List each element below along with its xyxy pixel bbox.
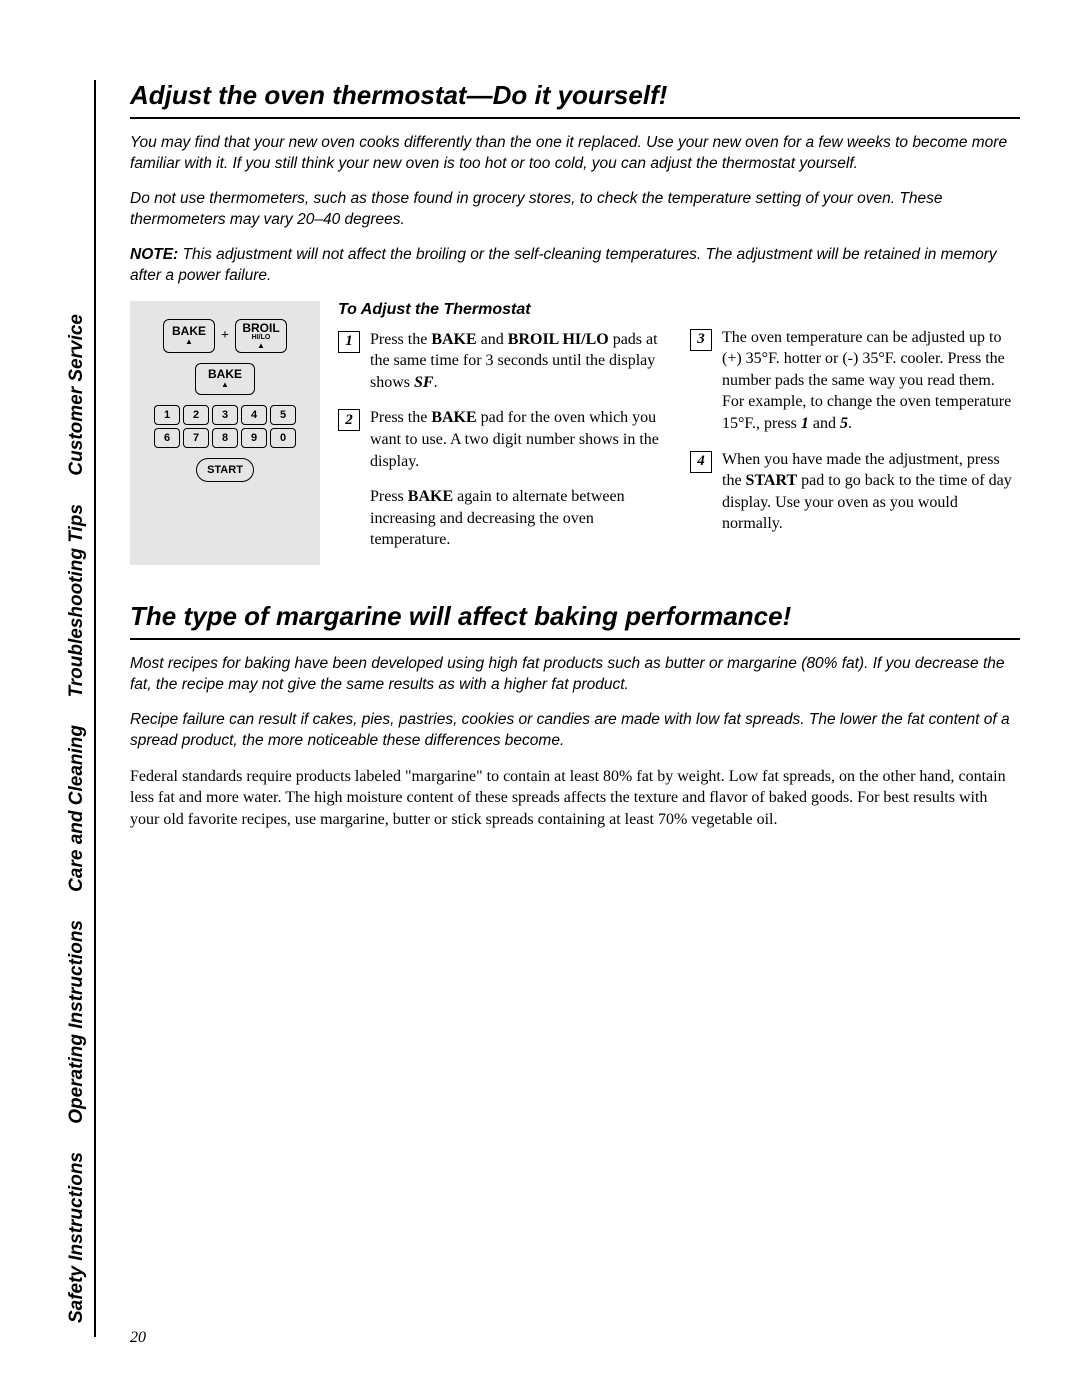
num-pad: 6 bbox=[154, 428, 180, 448]
adjust-row: BAKE ▲ + BROIL HI/LO ▲ BAKE ▲ 1 2 3 4 5 bbox=[130, 301, 1020, 565]
sidebar-item-customer-service: Customer Service bbox=[66, 314, 88, 476]
step-1-text: Press the BAKE and BROIL HI/LO pads at t… bbox=[370, 329, 668, 394]
note-text: This adjustment will not affect the broi… bbox=[130, 246, 997, 284]
num-pad: 2 bbox=[183, 405, 209, 425]
step-4: 4 When you have made the adjustment, pre… bbox=[690, 449, 1020, 535]
bake-label: BAKE bbox=[172, 325, 206, 338]
num-pad: 5 bbox=[270, 405, 296, 425]
section2-rule bbox=[130, 638, 1020, 640]
control-panel-illustration: BAKE ▲ + BROIL HI/LO ▲ BAKE ▲ 1 2 3 4 5 bbox=[130, 301, 320, 565]
section1-title: Adjust the oven thermostat—Do it yoursel… bbox=[130, 80, 1020, 111]
broil-label: BROIL bbox=[242, 322, 279, 335]
steps-col-right: 3 The oven temperature can be adjusted u… bbox=[690, 301, 1020, 565]
step-number-box: 1 bbox=[338, 331, 360, 353]
num-pad: 0 bbox=[270, 428, 296, 448]
section2-para1: Most recipes for baking have been develo… bbox=[130, 654, 1020, 696]
section2-para3: Federal standards require products label… bbox=[130, 766, 1020, 831]
plus-symbol: + bbox=[221, 328, 229, 344]
step-2-text: Press the BAKE pad for the oven which yo… bbox=[370, 407, 668, 472]
bake-pad: BAKE ▲ bbox=[163, 319, 215, 353]
num-pad: 1 bbox=[154, 405, 180, 425]
page-number: 20 bbox=[130, 1329, 146, 1347]
page-content: Adjust the oven thermostat—Do it yoursel… bbox=[130, 80, 1020, 844]
sidebar-tabs: Customer Service Troubleshooting Tips Ca… bbox=[60, 80, 96, 1337]
step-4-text: When you have made the adjustment, press… bbox=[722, 449, 1020, 535]
num-pad: 3 bbox=[212, 405, 238, 425]
step-number-box: 2 bbox=[338, 409, 360, 431]
sidebar-item-care-cleaning: Care and Cleaning bbox=[66, 725, 88, 892]
step-number-box: 4 bbox=[690, 451, 712, 473]
number-grid: 1 2 3 4 5 6 7 8 9 0 bbox=[154, 405, 296, 448]
num-pad: 8 bbox=[212, 428, 238, 448]
up-triangle-icon: ▲ bbox=[257, 342, 265, 350]
step-3: 3 The oven temperature can be adjusted u… bbox=[690, 327, 1020, 435]
pad-row-top: BAKE ▲ + BROIL HI/LO ▲ bbox=[163, 319, 287, 353]
section1-note: NOTE: This adjustment will not affect th… bbox=[130, 245, 1020, 287]
section1-para1: You may find that your new oven cooks di… bbox=[130, 133, 1020, 175]
step-2-continuation: Press BAKE again to alternate between in… bbox=[370, 486, 668, 551]
num-pad: 7 bbox=[183, 428, 209, 448]
sidebar-item-troubleshooting: Troubleshooting Tips bbox=[66, 504, 88, 698]
up-triangle-icon: ▲ bbox=[185, 338, 193, 346]
note-label: NOTE: bbox=[130, 246, 178, 263]
step-2: 2 Press the BAKE pad for the oven which … bbox=[338, 407, 668, 472]
section1-rule bbox=[130, 117, 1020, 119]
broil-pad: BROIL HI/LO ▲ bbox=[235, 319, 287, 353]
step-1: 1 Press the BAKE and BROIL HI/LO pads at… bbox=[338, 329, 668, 394]
steps-col-left: To Adjust the Thermostat 1 Press the BAK… bbox=[338, 301, 668, 565]
bake2-label: BAKE bbox=[208, 368, 242, 381]
start-pad: START bbox=[196, 458, 254, 482]
steps-columns: To Adjust the Thermostat 1 Press the BAK… bbox=[338, 301, 1020, 565]
sidebar-item-safety: Safety Instructions bbox=[66, 1152, 88, 1323]
section1-para2: Do not use thermometers, such as those f… bbox=[130, 189, 1020, 231]
adjust-subheading: To Adjust the Thermostat bbox=[338, 301, 668, 319]
up-triangle-icon: ▲ bbox=[221, 381, 229, 389]
step-3-text: The oven temperature can be adjusted up … bbox=[722, 327, 1020, 435]
section2: The type of margarine will affect baking… bbox=[130, 601, 1020, 830]
num-pad: 4 bbox=[241, 405, 267, 425]
step-number-box: 3 bbox=[690, 329, 712, 351]
section2-para2: Recipe failure can result if cakes, pies… bbox=[130, 710, 1020, 752]
sidebar-item-operating: Operating Instructions bbox=[66, 920, 88, 1124]
section2-title: The type of margarine will affect baking… bbox=[130, 601, 1020, 632]
bake-pad-2: BAKE ▲ bbox=[195, 363, 255, 395]
num-pad: 9 bbox=[241, 428, 267, 448]
